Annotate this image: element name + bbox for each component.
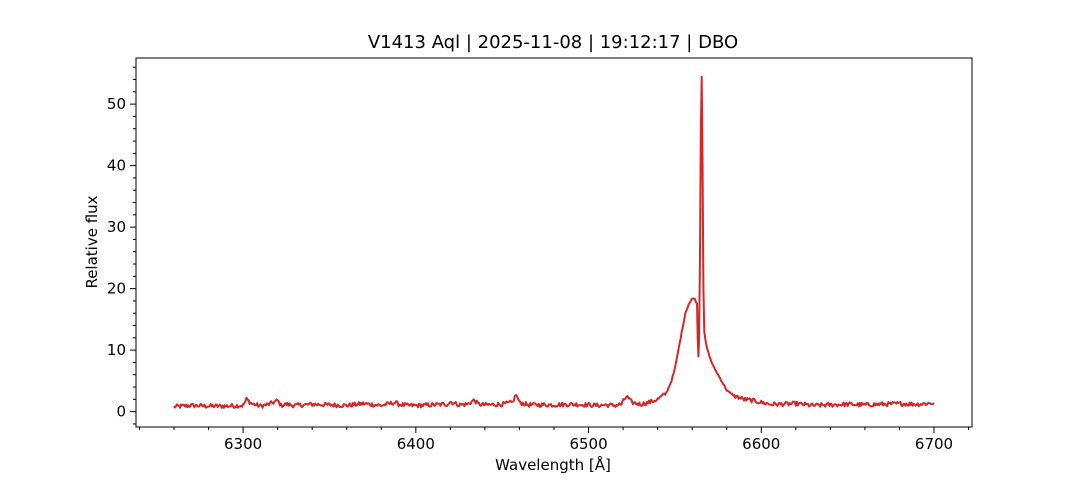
chart-title: V1413 Aql | 2025-11-08 | 19:12:17 | DBO — [368, 32, 738, 53]
plot-frame — [135, 57, 973, 428]
x-tick-label-6300: 6300 — [224, 435, 262, 453]
x-tick-label-6700: 6700 — [915, 435, 953, 453]
y-tick-label-30: 30 — [107, 218, 126, 236]
y-tick-label-10: 10 — [107, 341, 126, 359]
y-axis-label: Relative flux — [83, 195, 101, 288]
y-tick-label-40: 40 — [107, 157, 126, 175]
x-tick-label-6500: 6500 — [569, 435, 607, 453]
x-tick-label-6600: 6600 — [742, 435, 780, 453]
y-tick-label-50: 50 — [107, 95, 126, 113]
y-tick-label-20: 20 — [107, 280, 126, 298]
x-axis-label: Wavelength [Å] — [495, 455, 611, 474]
y-tick-label-0: 0 — [116, 403, 126, 421]
x-tick-label-6400: 6400 — [397, 435, 435, 453]
spectrum-line-0 — [173, 75, 935, 409]
